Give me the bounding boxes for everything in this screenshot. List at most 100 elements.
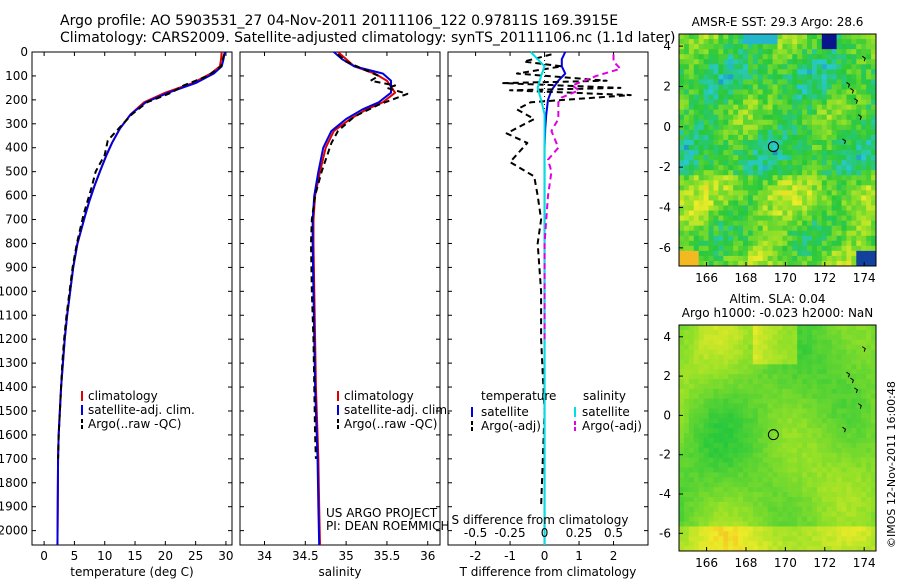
map-cell xyxy=(757,477,764,483)
map-cell xyxy=(698,506,705,513)
map-cell xyxy=(767,506,774,513)
map-cell xyxy=(792,195,798,201)
map-cell xyxy=(826,79,833,85)
map-cell xyxy=(831,359,838,365)
map-cell xyxy=(792,129,798,136)
map-cell xyxy=(743,374,749,380)
map-cell xyxy=(821,74,828,80)
map-cell xyxy=(816,457,823,464)
map-cell xyxy=(752,255,759,262)
map-cell xyxy=(757,54,764,60)
map-cell xyxy=(718,521,724,527)
map-cell xyxy=(826,200,833,206)
map-cell xyxy=(688,398,695,405)
map-cell xyxy=(831,531,838,537)
map-cell xyxy=(762,114,769,121)
map-cell xyxy=(856,89,862,96)
map-cell xyxy=(718,349,724,355)
map-cell xyxy=(743,369,749,375)
map-cell xyxy=(772,64,778,70)
map-cell xyxy=(679,383,685,390)
map-cell xyxy=(871,114,876,121)
map-cell xyxy=(762,477,769,483)
map-cell xyxy=(871,160,876,166)
map-cell xyxy=(846,511,852,518)
map-cell xyxy=(846,408,852,414)
map-cell xyxy=(703,442,710,449)
map-cell xyxy=(871,69,876,75)
map-cell xyxy=(738,69,744,75)
map-cell xyxy=(851,74,857,80)
map-cell xyxy=(703,482,710,488)
map-cell xyxy=(777,452,783,459)
map-cell xyxy=(816,477,823,483)
map-cell xyxy=(688,354,695,360)
map-cell xyxy=(708,160,714,166)
map-cell xyxy=(747,255,754,262)
map-cell xyxy=(792,339,798,346)
map-cell xyxy=(856,54,862,60)
map-cell xyxy=(787,165,793,171)
map-cell xyxy=(718,109,724,116)
map-cell xyxy=(782,210,788,217)
map-cell xyxy=(777,175,783,181)
map-cell xyxy=(708,210,714,217)
map-cell xyxy=(688,240,695,247)
map-cell xyxy=(713,139,719,146)
map-cell xyxy=(688,205,695,212)
map-cell xyxy=(802,59,808,65)
map-cell xyxy=(836,438,843,444)
map-cell xyxy=(747,215,754,222)
map-cell xyxy=(861,119,867,126)
map-cell xyxy=(757,546,764,551)
map-cell xyxy=(802,447,808,454)
map-cell xyxy=(713,433,719,439)
map-cell xyxy=(841,408,847,414)
map-cell xyxy=(807,334,813,341)
map-cell xyxy=(708,492,714,498)
map-cell xyxy=(856,487,862,493)
map-cell xyxy=(797,215,803,222)
map-cell xyxy=(713,452,719,459)
legend-label: Argo(-adj) xyxy=(481,419,541,433)
map-cell xyxy=(792,472,798,478)
map-cell xyxy=(688,433,695,439)
map-cell xyxy=(683,235,690,242)
map-cell xyxy=(738,44,744,50)
map-cell xyxy=(703,364,710,370)
map-cell xyxy=(816,64,823,70)
map-cell xyxy=(861,205,867,212)
map-cell xyxy=(816,124,823,131)
map-cell xyxy=(723,175,729,181)
map-cell xyxy=(836,526,843,532)
map-cell xyxy=(861,531,867,537)
map-cell xyxy=(738,195,744,201)
map-cell xyxy=(738,190,744,196)
map-cell xyxy=(777,438,783,444)
map-cell xyxy=(683,506,690,513)
map-cell xyxy=(708,139,714,146)
map-cell xyxy=(733,511,739,518)
map-cell xyxy=(708,393,714,400)
map-cell xyxy=(792,477,798,483)
map-cell xyxy=(728,536,734,542)
map-cell xyxy=(816,496,823,503)
map-cell xyxy=(782,34,788,40)
map-cell xyxy=(792,124,798,131)
map-cell xyxy=(777,418,783,424)
map-cell xyxy=(816,418,823,424)
map-cell xyxy=(679,482,685,488)
map-cell xyxy=(782,403,788,410)
map-cell xyxy=(836,79,843,85)
y-tick-label: -2 xyxy=(659,160,671,174)
map-cell xyxy=(807,195,813,201)
map-cell xyxy=(679,369,685,375)
y-tick-label: 1400 xyxy=(0,380,28,394)
map-cell xyxy=(688,104,695,111)
map-cell xyxy=(802,374,808,380)
map-cell xyxy=(851,442,857,449)
map-cell xyxy=(866,388,872,395)
y-tick-label: 1100 xyxy=(0,308,28,322)
map-cell xyxy=(698,423,705,429)
